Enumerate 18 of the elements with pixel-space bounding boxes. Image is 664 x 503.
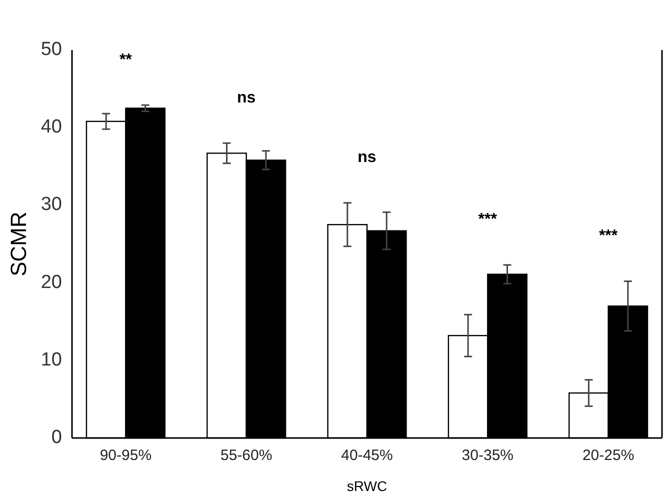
annotation: ns [358, 149, 376, 166]
annotation: ** [119, 51, 133, 68]
x-tick-label: 20-25% [582, 447, 634, 464]
x-axis-title: sRWC [346, 478, 388, 494]
x-tick-label: 90-95% [100, 447, 152, 464]
x-tick-label: 55-60% [220, 447, 272, 464]
annotation: *** [598, 227, 618, 244]
y-axis-title: SCMR [6, 212, 31, 276]
y-tick-label: 0 [51, 427, 62, 448]
y-tick-label: 20 [40, 272, 62, 293]
x-tick-label: 40-45% [341, 447, 393, 464]
y-tick-label: 50 [40, 39, 62, 60]
annotation: ns [237, 89, 256, 106]
annotation: *** [478, 211, 498, 228]
x-tick-label: 30-35% [462, 447, 514, 464]
y-tick-label: 40 [40, 116, 62, 138]
y-tick-label: 30 [40, 194, 62, 216]
y-tick-label: 10 [40, 349, 62, 370]
